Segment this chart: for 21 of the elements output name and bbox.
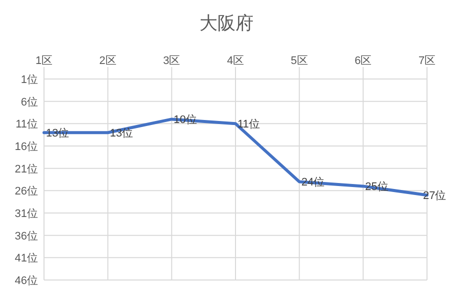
y-tick-label: 16位 [14,141,38,153]
x-tick-label: 7区 [418,55,436,67]
y-tick-label: 46位 [14,275,38,287]
x-tick-label: 5区 [290,55,308,67]
y-tick-label: 1位 [20,74,38,86]
y-tick-label: 41位 [14,252,38,265]
y-tick-label: 36位 [14,230,38,242]
chart-title: 大阪府 [200,13,254,33]
data-label: 13位 [46,128,70,140]
y-tick-label: 21位 [14,163,38,176]
data-label: 11位 [238,118,260,131]
x-tick-label: 1区 [35,55,53,67]
y-tick-label: 11位 [16,118,38,131]
x-tick-label: 4区 [226,55,244,67]
y-tick-label: 6位 [20,96,38,108]
x-tick-label: 6区 [354,55,372,67]
x-tick-label: 2区 [99,55,116,67]
data-label: 27位 [423,190,446,202]
y-tick-label: 31位 [14,208,38,220]
y-tick-label: 26位 [14,186,38,198]
x-tick-label: 3区 [163,55,180,67]
